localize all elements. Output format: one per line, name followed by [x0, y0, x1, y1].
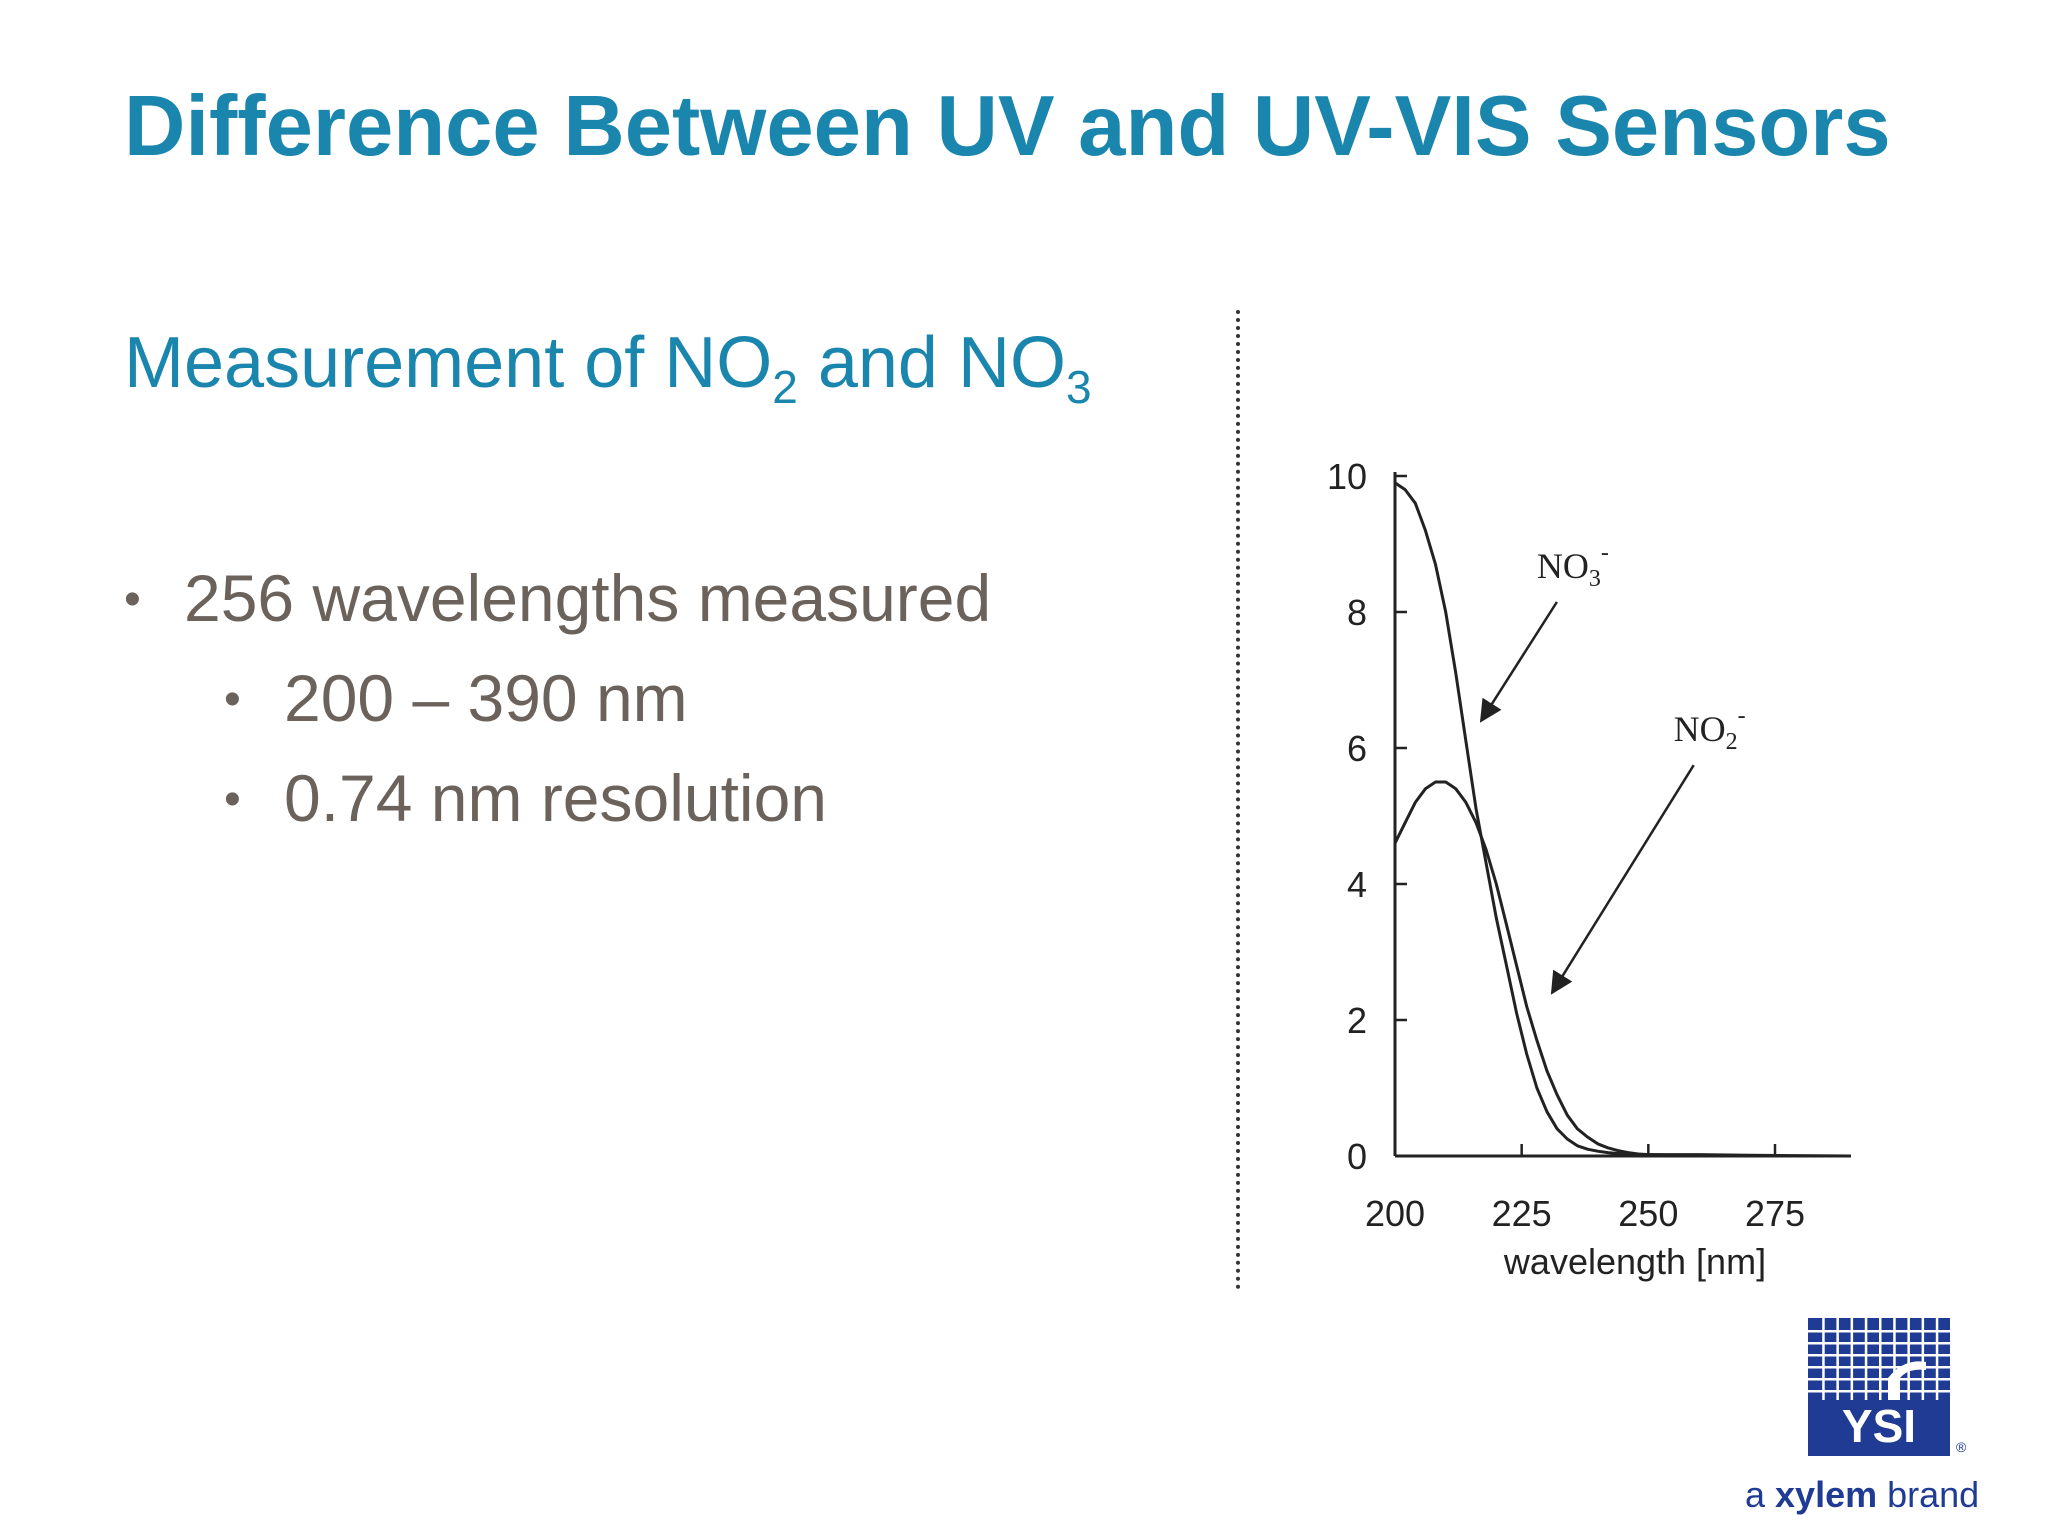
annotation-label: NO2-	[1674, 703, 1746, 755]
bullet-text: 200 – 390 nm	[284, 661, 688, 735]
logo-text: YSI	[1842, 1400, 1916, 1452]
annotation-label: NO3-	[1537, 540, 1609, 592]
bullet-text: 0.74 nm resolution	[284, 761, 827, 835]
y-tick-label: 10	[1327, 456, 1367, 497]
y-tick-label: 4	[1347, 864, 1367, 905]
subtitle-prefix: Measurement of NO	[124, 323, 773, 403]
y-tick-label: 8	[1347, 592, 1367, 633]
bullet-dot: •	[124, 573, 141, 626]
x-tick-label: 275	[1745, 1193, 1805, 1234]
bullet-dot: •	[224, 673, 241, 726]
x-tick-label: 225	[1492, 1193, 1552, 1234]
bullet-dot: •	[224, 773, 241, 826]
brand-name: xylem	[1775, 1474, 1878, 1515]
y-tick-label: 2	[1347, 1000, 1367, 1041]
series-line-no2	[1393, 780, 1851, 1158]
x-axis-label: wavelength [nm]	[1503, 1241, 1766, 1282]
bullet-item: • 0.74 nm resolution	[224, 760, 827, 836]
subtitle-subscript-2: 2	[772, 361, 798, 413]
bullet-item: • 200 – 390 nm	[224, 660, 688, 736]
x-tick-label: 200	[1365, 1193, 1425, 1234]
ysi-logo: YSI ®	[1808, 1318, 1967, 1456]
brand-pre: a	[1745, 1474, 1776, 1515]
absorbance-chart: 0 2 4 6 8 10 200 225 250 275 wavelength [nm] NO3- NO…	[1327, 456, 1852, 1282]
bullet-text: 256 wavelengths measured	[184, 561, 992, 635]
brand-post: brand	[1877, 1474, 1980, 1515]
y-tick-label: 0	[1347, 1136, 1367, 1177]
series-line-no3	[1394, 481, 1852, 1158]
bullet-item: • 256 wavelengths measured	[124, 560, 991, 636]
annotation-arrow	[1550, 764, 1695, 995]
subtitle-subscript-3: 3	[1065, 361, 1092, 413]
subtitle-middle: and NO	[797, 323, 1066, 403]
slide-subtitle: Measurement of NO2 and NO3	[124, 322, 1092, 414]
brand-tagline: a xylem brand	[1745, 1474, 1979, 1516]
annotation-arrow	[1479, 601, 1558, 723]
logo-grid	[1808, 1318, 1950, 1400]
y-tick-label: 6	[1347, 728, 1367, 769]
slide-title: Difference Between UV and UV-VIS Sensors	[124, 79, 1891, 174]
x-tick-label: 250	[1618, 1193, 1678, 1234]
logo-registered: ®	[1956, 1439, 1967, 1455]
dotted-divider	[1236, 310, 1240, 1290]
